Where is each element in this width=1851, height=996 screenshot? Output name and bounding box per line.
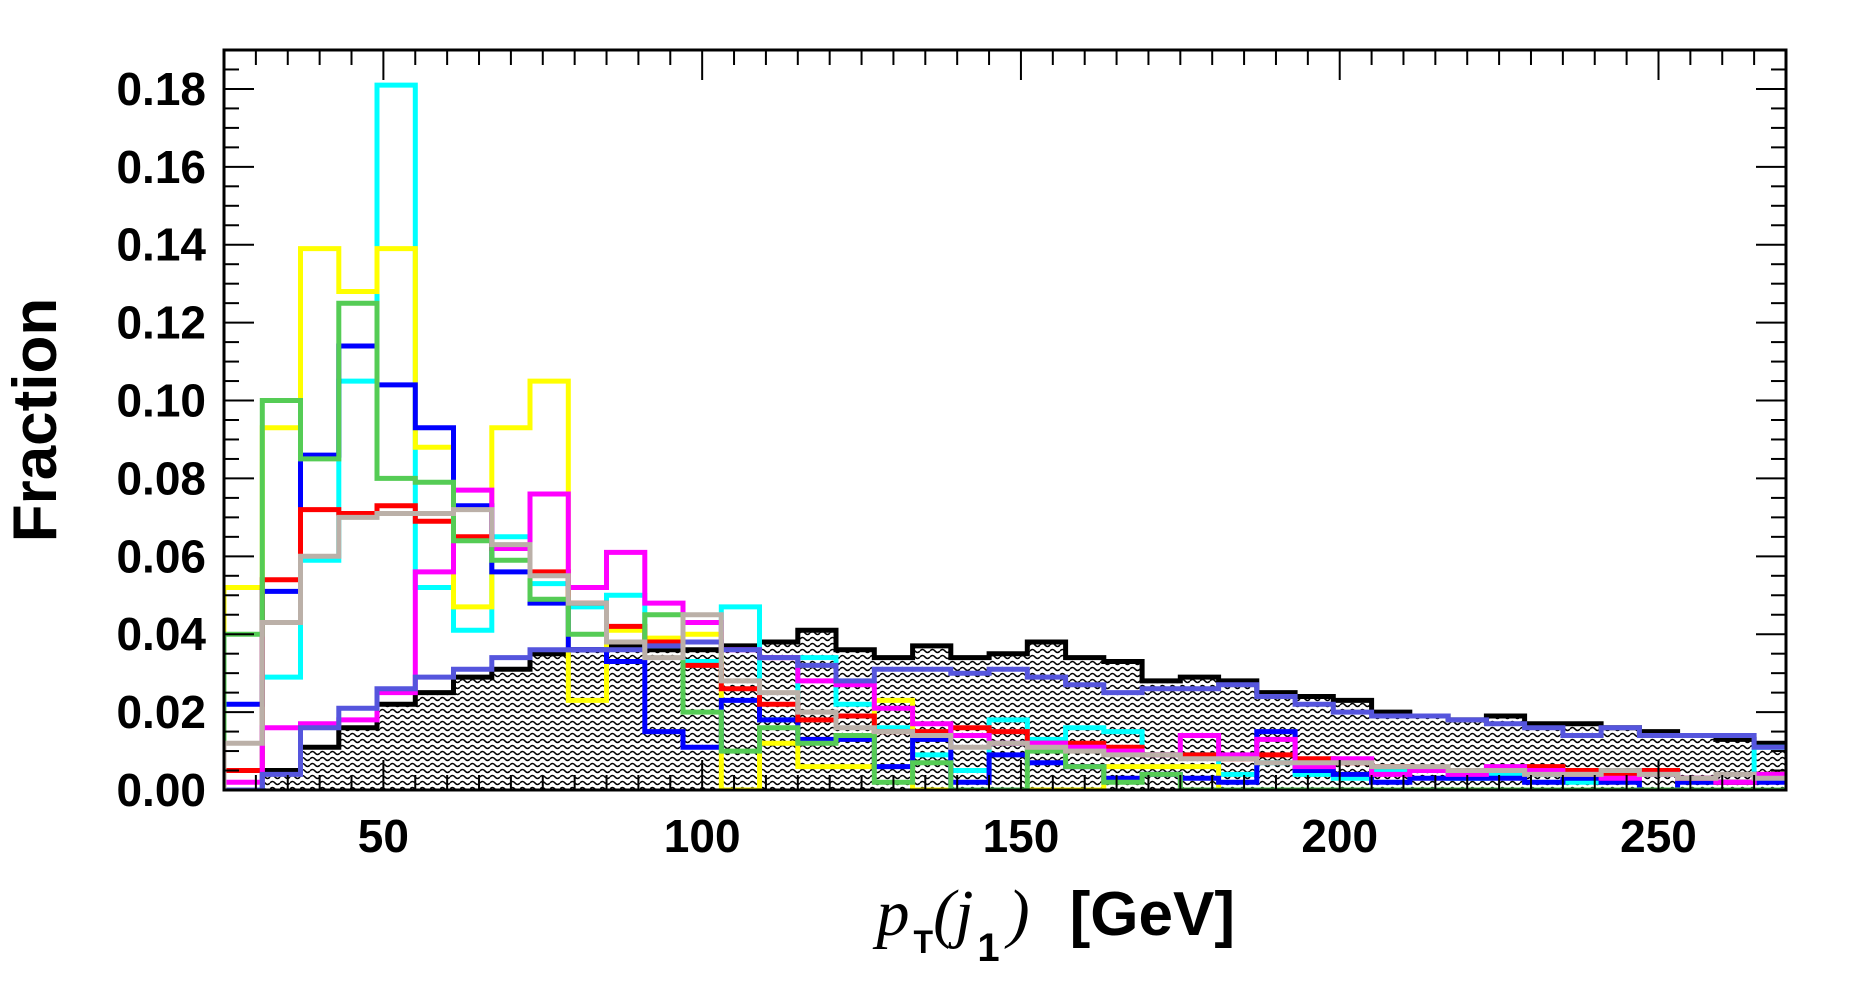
plot-frame (222, 48, 1788, 792)
x-axis-title: p T(j 1) [GeV] (873, 877, 1235, 970)
x-axis-close-paren: ) (1004, 877, 1030, 950)
x-axis-arg-sub: 1 (977, 926, 999, 970)
y-tick-label: 0.06 (116, 530, 206, 582)
x-axis-unit: [GeV] (1070, 880, 1235, 949)
series-line-slate-blue (224, 639, 1786, 790)
y-tick-label: 0.16 (116, 141, 206, 193)
series-line-background (224, 627, 1786, 790)
x-tick-label: 150 (983, 810, 1060, 862)
series-line-gray (224, 507, 1786, 790)
x-tick-label: 50 (358, 810, 409, 862)
x-axis-var-sub: T (914, 924, 934, 960)
x-tick-labels: 50 100 150 200 250 (358, 810, 1697, 862)
y-tick-label: 0.18 (116, 63, 206, 115)
x-axis-var: p (873, 877, 910, 950)
series-line-yellow (224, 246, 1786, 790)
y-tick-label: 0.12 (116, 297, 206, 349)
y-tick-labels: 0.00 0.02 0.04 0.06 0.08 0.10 0.12 0.14 0.16 0.18 (116, 63, 206, 816)
series-line-green (224, 300, 1786, 790)
y-tick-label: 0.02 (116, 686, 206, 738)
y-tick-label: 0.10 (116, 375, 206, 427)
y-tick-label: 0.04 (116, 608, 206, 660)
y-tick-label: 0.00 (116, 764, 206, 816)
x-tick-label: 200 (1301, 810, 1378, 862)
y-axis-title: Fraction (1, 298, 70, 543)
x-tick-label: 100 (664, 810, 741, 862)
x-tick-label: 250 (1620, 810, 1697, 862)
series-fill-background (224, 630, 1786, 790)
y-tick-label: 0.14 (116, 219, 206, 271)
series-layer (224, 82, 1786, 790)
y-tick-label: 0.08 (116, 452, 206, 504)
axis-ticks (224, 49, 1787, 791)
x-axis-open-paren: ( (933, 877, 959, 950)
